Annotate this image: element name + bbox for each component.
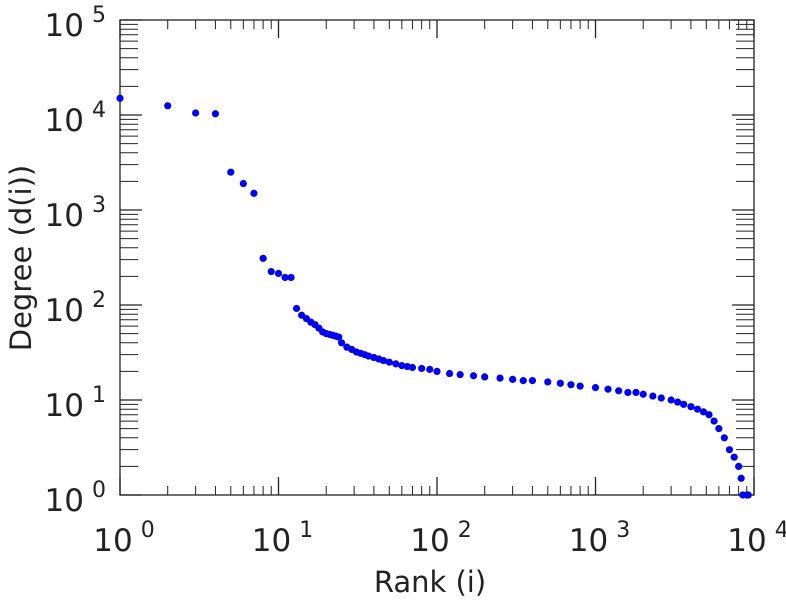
data-point [408, 363, 417, 372]
data-point [674, 398, 682, 406]
data-point [398, 362, 406, 370]
y-tick-label: 10 2 [45, 288, 106, 329]
x-tick-labels: 10 0 10 1 10 2 10 3 10 4 [93, 518, 786, 559]
data-point [426, 365, 434, 373]
x-tick-label: 10 2 [410, 518, 471, 559]
data-point [164, 102, 172, 110]
data-point [469, 372, 478, 380]
data-point [693, 405, 702, 413]
data-point [192, 109, 200, 117]
data-point [281, 273, 289, 282]
data-point [287, 273, 295, 282]
data-point [509, 375, 517, 383]
data-point [705, 411, 713, 419]
data-point [335, 333, 343, 341]
data-point [556, 379, 564, 387]
data-point [379, 356, 388, 365]
data-point [292, 304, 301, 313]
data-point [211, 110, 220, 118]
data-point [680, 400, 688, 408]
plot-frame [119, 19, 755, 496]
data-point [667, 396, 675, 404]
data-point [744, 491, 752, 499]
data-point [519, 377, 527, 385]
data-point [385, 358, 393, 366]
data-point [456, 371, 464, 379]
data-point [657, 394, 665, 402]
data-point [687, 403, 695, 411]
data-point [433, 367, 441, 376]
data-point [725, 446, 734, 454]
y-axis-label: Degree (d(i)) [4, 165, 38, 352]
x-tick-label: 10 1 [252, 518, 313, 559]
y-tick-label: 10 1 [45, 383, 106, 424]
data-point [710, 417, 718, 425]
data-point [699, 408, 708, 416]
data-point [735, 462, 743, 471]
data-point [737, 474, 745, 482]
y-tick-label: 10 0 [45, 478, 106, 519]
data-point [715, 424, 723, 433]
major-ticks [119, 19, 755, 496]
data-point [632, 388, 640, 397]
data-point [116, 94, 124, 102]
data-point [544, 378, 552, 386]
data-point [528, 377, 537, 385]
x-tick-label: 10 3 [569, 518, 630, 559]
data-point [481, 373, 489, 381]
data-point [259, 254, 267, 262]
x-tick-label: 10 0 [93, 518, 154, 559]
data-point [274, 269, 283, 278]
data-point [227, 168, 235, 176]
data-point [591, 384, 600, 392]
data-point [250, 189, 258, 197]
minor-ticks [120, 20, 754, 495]
data-point [418, 364, 426, 373]
data-point [576, 382, 584, 390]
x-tick-label: 10 4 [727, 518, 786, 559]
data-points [116, 94, 752, 499]
data-point [445, 369, 454, 378]
data-point [567, 381, 575, 389]
data-point [604, 385, 612, 393]
y-tick-label: 10 5 [45, 3, 106, 44]
y-tick-label: 10 3 [45, 193, 106, 234]
data-point [720, 434, 728, 442]
data-point [649, 392, 657, 400]
data-point [267, 267, 275, 276]
data-point [624, 388, 632, 397]
y-tick-label: 10 4 [45, 98, 106, 139]
x-axis-label: Rank (i) [374, 565, 486, 599]
data-point [239, 179, 247, 188]
data-point [496, 374, 504, 382]
data-point [392, 360, 400, 368]
data-point [615, 387, 623, 395]
data-point [639, 390, 647, 398]
data-point [730, 453, 738, 461]
data-point [337, 339, 346, 347]
